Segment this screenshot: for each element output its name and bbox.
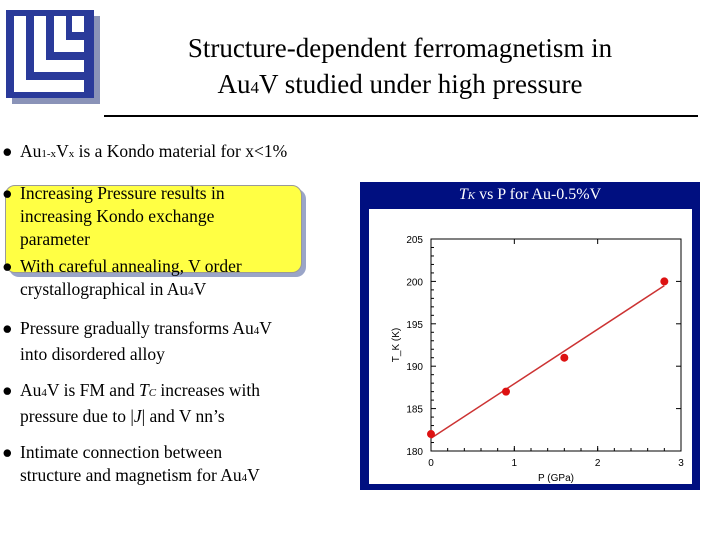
bullet-disorder: ● Pressure gradually transforms Au4V int…: [2, 318, 272, 364]
data-point: [502, 387, 510, 396]
title-line-2: Au4V studied under high pressure: [217, 69, 583, 99]
plot-frame: [430, 238, 682, 452]
university-logo: [6, 10, 100, 104]
bullet-pressure: ● Increasing Pressure results in increas…: [2, 183, 225, 249]
data-point: [560, 353, 569, 362]
tk-vs-p-plot: 180 185 190 195 200 205 0 1 2 3 P (GPa) T_K (K): [391, 235, 684, 484]
x-axis-label: P (GPa): [538, 473, 574, 484]
y-tick-label: 180: [406, 447, 423, 458]
fit-line: [430, 285, 665, 439]
data-point: [660, 277, 669, 286]
bullet-fm: ● Au4V is FM and TC increases with press…: [2, 380, 261, 426]
bullet-annealing: ● With careful annealing, V order crysta…: [2, 256, 242, 299]
y-tick-label: 200: [406, 277, 423, 288]
x-tick-label: 0: [428, 458, 434, 469]
data-point: [427, 430, 435, 439]
bullet-list: ● Au1-xVx is a Kondo material for x<1% ●…: [2, 140, 372, 503]
x-tick-label: 1: [512, 458, 518, 469]
highlight-box: [5, 185, 302, 273]
y-tick-label: 195: [406, 320, 423, 331]
y-tick-label: 205: [406, 235, 423, 246]
title-divider: [104, 115, 698, 117]
y-tick-label: 185: [406, 405, 423, 416]
y-tick-label: 190: [406, 362, 423, 373]
title-line-1: Structure-dependent ferromagnetism in: [187, 33, 613, 63]
chart-area: 180 185 190 195 200 205 0 1 2 3 P (GPa) T_K (K): [369, 209, 692, 484]
slide-title: Structure-dependent ferromagnetism in Au…: [110, 30, 690, 106]
bullet-connection: ● Intimate connection between structure …: [2, 442, 260, 485]
x-tick-label: 2: [595, 458, 601, 469]
y-axis-label: T_K (K): [391, 328, 402, 362]
chart-panel: TK vs P for Au-0.5%V 180 185 190 195 200 205 0…: [360, 182, 700, 490]
chart-title: TK vs P for Au-0.5%V: [458, 186, 602, 203]
x-tick-label: 3: [678, 458, 684, 469]
bullet-kondo: ● Au1-xVx is a Kondo material for x<1%: [2, 141, 288, 161]
